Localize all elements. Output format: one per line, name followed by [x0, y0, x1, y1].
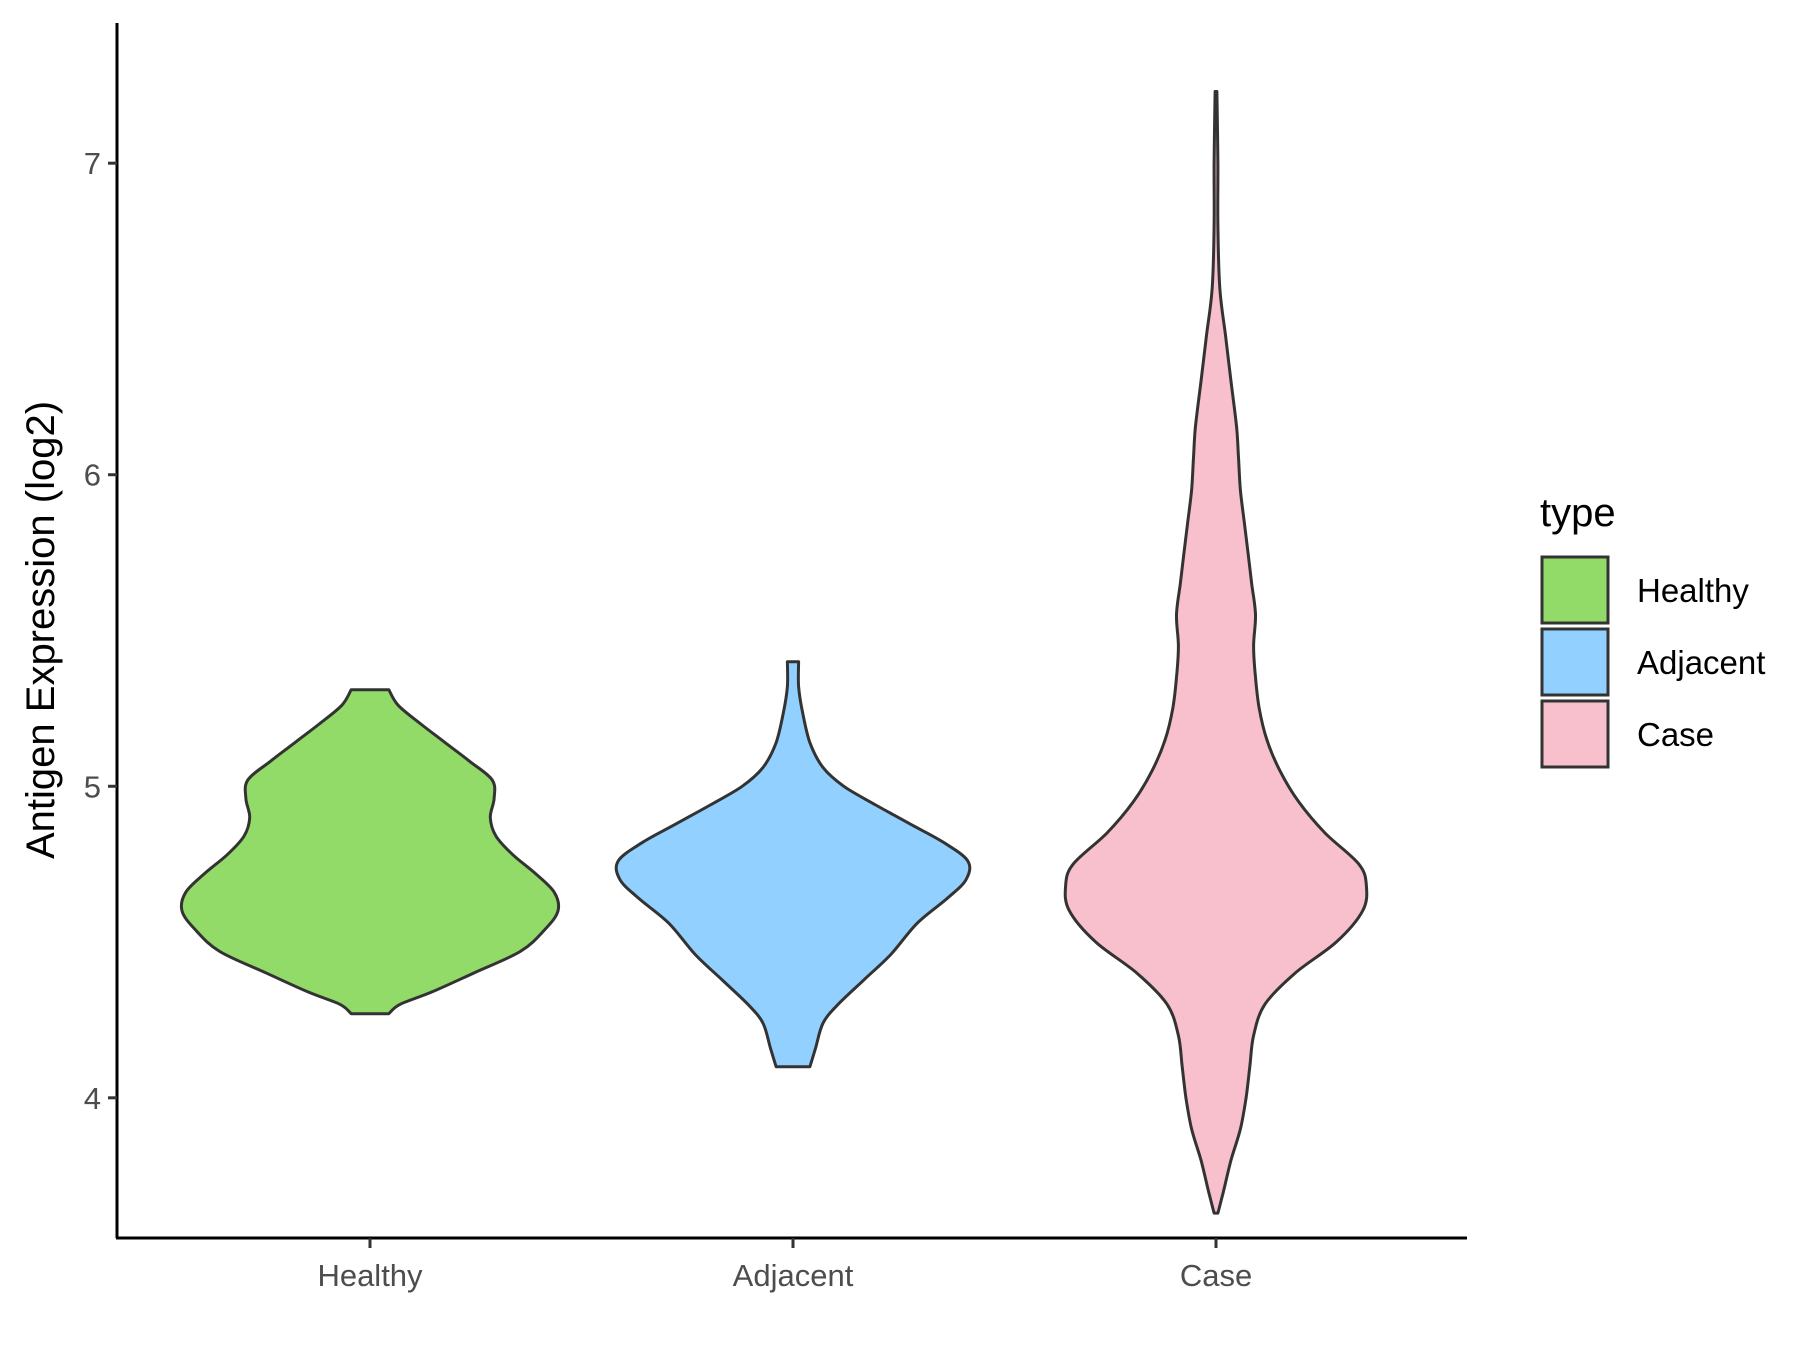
- violin-adjacent: [614, 660, 972, 1069]
- x-tick-label: Adjacent: [733, 1258, 854, 1293]
- legend-label: Healthy: [1637, 572, 1749, 609]
- legend-swatch-case: [1540, 699, 1610, 769]
- x-tick-label: Case: [1180, 1258, 1252, 1293]
- y-tick-label: 7: [84, 146, 101, 181]
- legend: type Healthy Adjacent Case: [1540, 491, 1765, 769]
- violin-healthy: [179, 688, 561, 1016]
- legend-items: Healthy Adjacent Case: [1540, 555, 1765, 769]
- legend-label: Adjacent: [1637, 644, 1765, 681]
- violin-case: [1063, 90, 1369, 1215]
- legend-swatch-healthy: [1540, 555, 1610, 625]
- y-axis-title: Antigen Expression (log2): [19, 401, 63, 859]
- legend-swatch-adjacent: [1540, 627, 1610, 697]
- legend-label: Case: [1637, 716, 1714, 753]
- y-ticks: 4 5 6 7: [84, 146, 117, 1116]
- violin-layer: [179, 90, 1369, 1215]
- x-tick-label: Healthy: [317, 1258, 423, 1293]
- legend-title: type: [1540, 491, 1616, 535]
- y-tick-label: 4: [84, 1081, 101, 1116]
- y-tick-label: 6: [84, 458, 101, 493]
- x-ticks: Healthy Adjacent Case: [317, 1238, 1252, 1293]
- y-tick-label: 5: [84, 769, 101, 804]
